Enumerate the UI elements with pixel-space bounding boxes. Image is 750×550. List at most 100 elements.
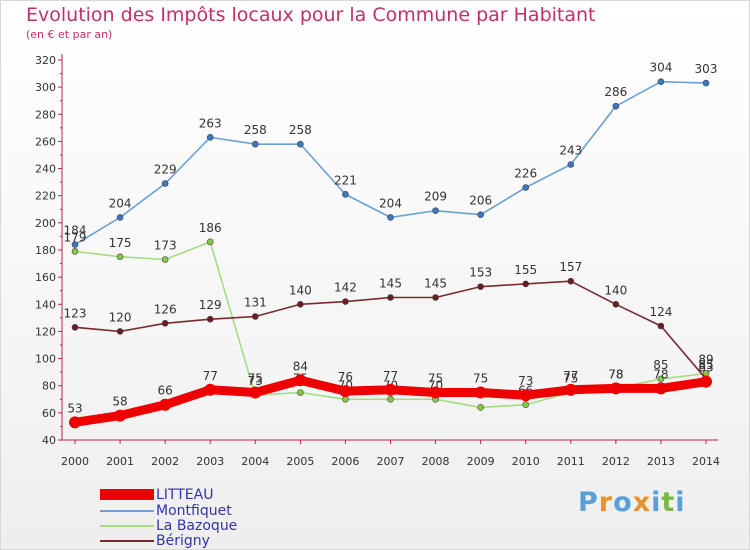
data-label-berigny: 145 — [379, 277, 402, 291]
y-tick-label: 260 — [35, 135, 56, 148]
data-label-montfiquet: 258 — [289, 123, 312, 137]
data-label-montfiquet: 184 — [64, 224, 87, 238]
x-tick-label: 2011 — [557, 455, 585, 468]
data-point-litteau — [339, 385, 352, 398]
y-tick-label: 140 — [35, 298, 56, 311]
data-label-litteau: 84 — [293, 359, 308, 373]
data-label-la-bazoque: 78 — [608, 367, 623, 381]
data-label-montfiquet: 206 — [469, 194, 492, 208]
data-label-berigny: 153 — [469, 266, 492, 280]
legend-swatch-litteau — [100, 489, 154, 500]
proxiti-logo: Proxiti — [578, 487, 686, 518]
data-point-la-bazoque — [161, 256, 169, 263]
data-point-la-bazoque — [657, 375, 665, 383]
x-tick-label: 2010 — [512, 455, 540, 468]
x-tick-label: 2000 — [61, 455, 89, 468]
data-point-berigny — [522, 280, 530, 288]
legend-label-la-bazoque: La Bazoque — [156, 518, 238, 534]
data-point-montfiquet — [116, 214, 124, 221]
data-point-montfiquet — [432, 207, 439, 214]
data-label-berigny: 157 — [559, 260, 582, 274]
data-point-litteau — [69, 416, 81, 429]
data-point-litteau — [519, 389, 532, 402]
logo-letter: i — [675, 487, 686, 518]
y-tick-label: 240 — [35, 163, 56, 176]
data-label-berigny: 142 — [334, 281, 357, 295]
data-label-berigny: 129 — [199, 298, 222, 312]
chart-title: Evolution des Impôts locaux pour la Comm… — [26, 4, 596, 26]
y-tick-label: 320 — [35, 54, 56, 67]
legend-swatch-montfiquet — [100, 510, 154, 512]
data-point-montfiquet — [387, 214, 394, 221]
data-label-montfiquet: 304 — [649, 61, 672, 75]
data-label-montfiquet: 209 — [424, 190, 447, 204]
data-label-litteau: 77 — [203, 369, 218, 383]
data-point-litteau — [204, 383, 217, 396]
data-label-litteau: 75 — [473, 372, 488, 386]
data-label-litteau: 77 — [383, 369, 398, 383]
data-point-berigny — [657, 322, 665, 330]
data-point-berigny — [297, 300, 304, 308]
legend-label-litteau: LITTEAU — [156, 487, 214, 503]
data-label-litteau: 77 — [563, 369, 578, 383]
data-point-la-bazoque — [477, 404, 484, 411]
data-point-montfiquet — [612, 102, 620, 110]
data-point-berigny — [342, 298, 349, 305]
data-label-la-bazoque: 175 — [109, 236, 132, 250]
data-point-montfiquet — [702, 79, 710, 87]
data-point-litteau — [564, 383, 577, 396]
data-point-berigny — [477, 283, 484, 290]
x-tick-label: 2013 — [647, 455, 675, 468]
data-label-litteau: 73 — [518, 374, 533, 388]
data-label-la-bazoque: 89 — [698, 353, 713, 367]
data-label-montfiquet: 204 — [109, 196, 132, 210]
data-point-la-bazoque — [297, 389, 304, 396]
y-tick-label: 180 — [35, 244, 56, 257]
data-point-la-bazoque — [116, 253, 124, 261]
chart-subtitle: (en € et par an) — [26, 28, 113, 41]
data-label-berigny: 145 — [424, 277, 447, 291]
legend-swatch-la-bazoque — [100, 525, 154, 527]
data-point-berigny — [206, 315, 214, 323]
y-tick-label: 80 — [42, 380, 56, 393]
data-label-litteau: 75 — [428, 372, 443, 386]
data-label-berigny: 126 — [154, 302, 177, 316]
data-point-montfiquet — [342, 191, 349, 198]
data-label-litteau: 76 — [338, 370, 353, 384]
data-label-montfiquet: 243 — [559, 144, 582, 158]
logo-letter: r — [598, 487, 614, 518]
data-point-litteau — [249, 386, 262, 399]
data-point-la-bazoque — [522, 401, 530, 409]
data-label-la-bazoque: 173 — [154, 239, 177, 253]
y-tick-label: 220 — [35, 190, 56, 203]
data-label-litteau: 78 — [653, 367, 668, 381]
data-label-litteau: 75 — [248, 372, 263, 386]
data-point-la-bazoque — [342, 395, 349, 403]
x-tick-label: 2012 — [602, 455, 630, 468]
data-label-montfiquet: 204 — [379, 196, 402, 210]
data-point-litteau — [114, 409, 127, 422]
logo-letter: i — [651, 487, 662, 518]
data-label-la-bazoque: 85 — [653, 358, 668, 372]
data-label-berigny: 140 — [289, 283, 312, 297]
data-label-litteau: 78 — [608, 367, 623, 381]
data-point-la-bazoque — [71, 248, 79, 255]
y-tick-label: 60 — [42, 407, 56, 420]
x-tick-label: 2002 — [151, 455, 179, 468]
data-point-berigny — [612, 300, 620, 308]
x-tick-label: 2006 — [331, 455, 359, 468]
data-point-montfiquet — [657, 78, 665, 86]
data-label-montfiquet: 303 — [695, 62, 718, 76]
data-point-montfiquet — [477, 211, 484, 219]
x-tick-label: 2007 — [377, 455, 405, 468]
data-label-montfiquet: 226 — [514, 167, 537, 181]
data-point-montfiquet — [522, 184, 530, 191]
data-point-berigny — [387, 294, 394, 301]
data-label-berigny: 120 — [109, 310, 132, 324]
data-point-litteau — [474, 386, 487, 399]
data-label-berigny: 140 — [604, 283, 627, 297]
x-tick-label: 2008 — [422, 455, 450, 468]
legend-label-berigny: Bérigny — [156, 533, 210, 549]
y-tick-label: 300 — [35, 81, 56, 94]
data-point-montfiquet — [71, 241, 79, 248]
